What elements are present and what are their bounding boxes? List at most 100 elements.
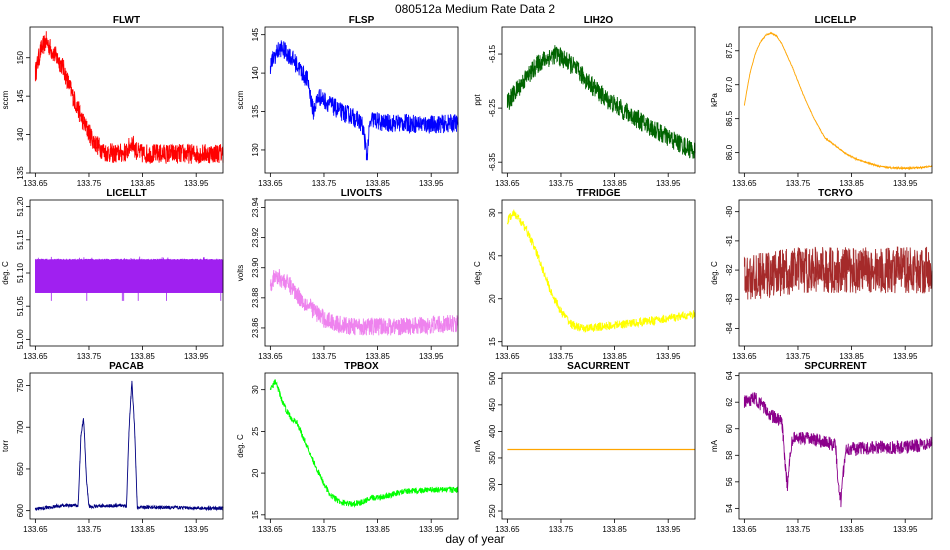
data-line xyxy=(34,380,224,512)
y-tick-label: 700 xyxy=(16,420,25,434)
y-axis: 23.86 23.88 23.90 23.92 23.94 xyxy=(251,197,265,338)
y-tick-label: 23.92 xyxy=(251,227,260,248)
x-axis: 133.65 133.75 133.85 133.95 xyxy=(258,519,444,534)
y-tick-label: 400 xyxy=(488,424,497,438)
x-tick-label: 133.95 xyxy=(419,352,444,361)
y-tick-label: 54 xyxy=(725,503,734,512)
panel-title: TCRYO xyxy=(818,188,853,199)
plot-frame xyxy=(738,372,933,520)
series-spcurrent xyxy=(743,392,933,508)
x-tick-label: 133.75 xyxy=(786,352,811,361)
x-tick-label: 133.85 xyxy=(130,352,155,361)
x-tick-label: 133.75 xyxy=(549,525,574,534)
y-axis: 130 135 140 145 xyxy=(251,27,265,157)
panel-sacurrent: SACURRENT 133.65 133.75 133.85 133.95 250 300 3… xyxy=(473,361,696,534)
y-tick-label: 25 xyxy=(488,251,497,260)
y-tick-label: 500 xyxy=(488,371,497,385)
y-axis-label: volts xyxy=(236,265,245,281)
data-line xyxy=(743,31,933,171)
x-tick-label: 133.65 xyxy=(258,525,283,534)
series-licellp xyxy=(743,31,933,171)
y-tick-label: 140 xyxy=(251,66,260,80)
panel-title: LIH2O xyxy=(584,15,614,26)
x-tick-label: 133.85 xyxy=(130,525,155,534)
x-tick-label: 133.95 xyxy=(656,352,681,361)
y-axis-label: deg. C xyxy=(473,261,482,285)
data-line xyxy=(269,268,459,336)
panel-title: PACAB xyxy=(109,361,144,372)
data-line xyxy=(506,209,696,333)
x-tick-label: 133.95 xyxy=(184,179,209,188)
x-tick-label: 133.65 xyxy=(23,352,48,361)
y-tick-label: -80 xyxy=(725,205,734,217)
y-tick-label: 20 xyxy=(488,294,497,303)
y-tick-label: 60 xyxy=(725,424,734,433)
plot-frame xyxy=(501,199,696,347)
data-line xyxy=(743,392,933,508)
x-tick-label: 133.65 xyxy=(732,352,757,361)
panel-title: LICELLP xyxy=(815,15,857,26)
figure-title: 080512a Medium Rate Data 2 xyxy=(395,2,555,16)
panel-title: SACURRENT xyxy=(567,361,630,372)
panel-title: SPCURRENT xyxy=(804,361,866,372)
x-tick-label: 133.95 xyxy=(419,525,444,534)
x-tick-label: 133.95 xyxy=(419,179,444,188)
y-tick-label: 15 xyxy=(251,510,260,519)
plot-frame xyxy=(264,372,459,520)
x-tick-label: 133.75 xyxy=(77,179,102,188)
panel-flwt: FLWT 133.65 133.75 133.85 133.95 135 140 145 150… xyxy=(1,15,224,188)
series-livolts xyxy=(269,268,459,336)
y-axis: 600 650 700 750 xyxy=(16,378,30,517)
x-tick-label: 133.95 xyxy=(893,352,918,361)
y-tick-label: 145 xyxy=(251,27,260,41)
x-tick-label: 133.65 xyxy=(732,179,757,188)
y-tick-label: 86.0 xyxy=(725,144,734,160)
x-tick-label: 133.95 xyxy=(893,525,918,534)
x-tick-label: 133.85 xyxy=(839,352,864,361)
y-axis-label: ppt xyxy=(473,94,482,106)
y-tick-label: -84 xyxy=(725,322,734,334)
y-tick-label: 87.5 xyxy=(725,42,734,58)
y-tick-label: 51.05 xyxy=(16,296,25,317)
x-tick-label: 133.85 xyxy=(602,525,627,534)
x-tick-label: 133.95 xyxy=(893,179,918,188)
x-tick-label: 133.85 xyxy=(365,525,390,534)
y-tick-label: 86.5 xyxy=(725,110,734,126)
y-tick-label: 87.0 xyxy=(725,76,734,92)
y-tick-label: 250 xyxy=(488,504,497,518)
y-axis-label: sccm xyxy=(1,90,10,109)
y-tick-label: 350 xyxy=(488,451,497,465)
series-licellt xyxy=(35,256,224,301)
x-axis: 133.65 133.75 133.85 133.95 xyxy=(258,346,444,361)
y-tick-label: 62 xyxy=(725,397,734,406)
y-tick-label: 300 xyxy=(488,477,497,491)
x-axis: 133.65 133.75 133.85 133.95 xyxy=(495,173,681,188)
series-pacab xyxy=(34,380,224,512)
y-tick-label: 150 xyxy=(16,51,25,65)
x-tick-label: 133.85 xyxy=(602,352,627,361)
plot-frame xyxy=(264,199,459,347)
x-tick-label: 133.85 xyxy=(839,525,864,534)
panel-tfridge: TFRIDGE 133.65 133.75 133.85 133.95 15 20 25 30 d… xyxy=(473,188,696,361)
x-tick-label: 133.75 xyxy=(786,525,811,534)
y-axis: -84 -83 -82 -81 -80 xyxy=(725,205,739,334)
x-tick-label: 133.85 xyxy=(602,179,627,188)
y-tick-label: 51.20 xyxy=(16,196,25,217)
panel-title: FLSP xyxy=(349,15,375,26)
x-tick-label: 133.65 xyxy=(258,352,283,361)
panel-flsp: FLSP 133.65 133.75 133.85 133.95 130 135 140 145… xyxy=(236,15,459,188)
data-line xyxy=(269,379,459,508)
x-tick-label: 133.75 xyxy=(312,352,337,361)
y-axis: 15 20 25 30 xyxy=(488,208,502,346)
panel-title: FLWT xyxy=(113,15,140,26)
y-axis: 51.00 51.05 51.10 51.15 51.20 xyxy=(16,196,30,349)
series-flwt xyxy=(34,31,224,164)
x-tick-label: 133.95 xyxy=(656,525,681,534)
y-axis-label: mA xyxy=(710,439,719,452)
y-axis-label: deg. C xyxy=(1,261,10,285)
x-tick-label: 133.75 xyxy=(312,179,337,188)
x-tick-label: 133.95 xyxy=(184,352,209,361)
plot-frame xyxy=(501,372,696,520)
